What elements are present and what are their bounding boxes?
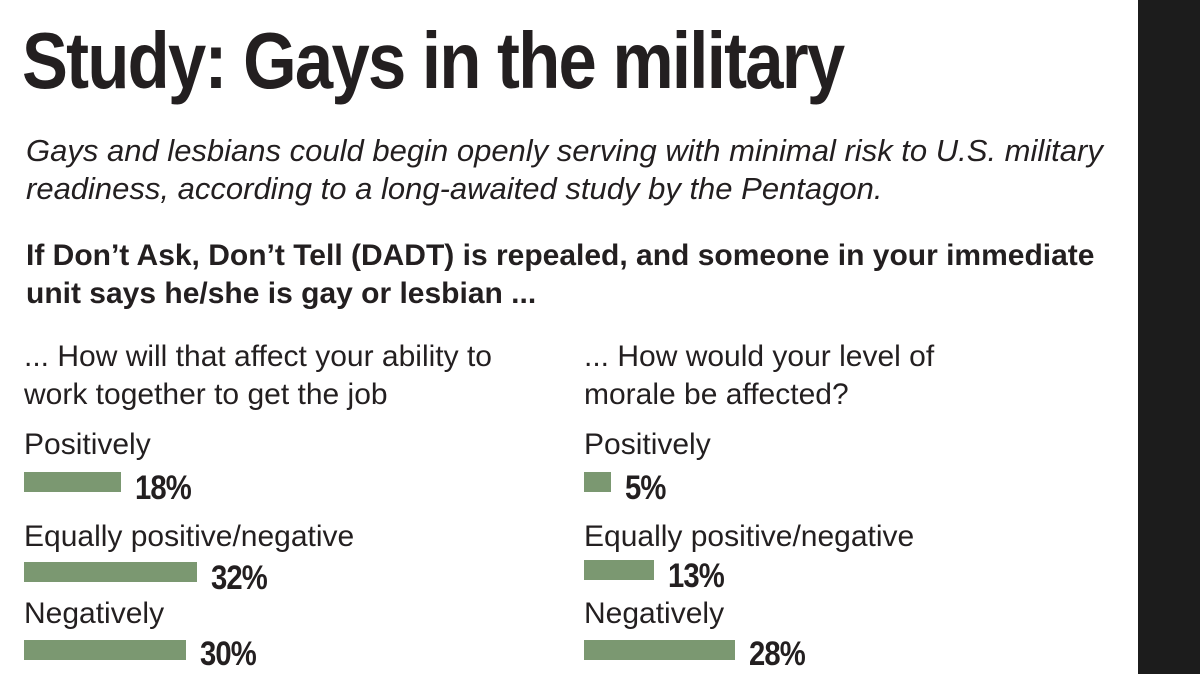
value-label: 32% [210, 559, 268, 597]
bar [24, 640, 186, 660]
chart-panel-work-together: ... How will that affect your ability to… [24, 338, 564, 674]
chart-subtitle: Gays and lesbians could begin openly ser… [26, 133, 1103, 206]
survey-question: If Don’t Ask, Don’t Tell (DADT) is repea… [26, 239, 1095, 310]
bar [584, 560, 655, 580]
chart-title: Study: Gays in the military [22, 16, 845, 105]
value-label: 18% [135, 469, 192, 507]
value-label: 28% [749, 635, 806, 673]
value-label: 30% [200, 635, 257, 673]
bar [584, 640, 736, 660]
right-edge-bar [1138, 0, 1200, 674]
panel-question: ... How would your level of morale be af… [584, 340, 935, 411]
value-label: 5% [625, 469, 666, 507]
category-label: Negatively [584, 597, 725, 630]
category-label: Positively [24, 428, 151, 461]
category-label: Equally positive/negative [24, 520, 355, 553]
panel-question: ... How will that affect your ability to… [24, 340, 492, 411]
bar [24, 472, 122, 492]
bar [24, 562, 197, 582]
category-label: Negatively [24, 597, 165, 630]
category-label: Equally positive/negative [584, 520, 915, 553]
bar [584, 472, 611, 492]
chart-panel-morale: ... How would your level of morale be af… [584, 338, 1124, 674]
value-label: 13% [668, 557, 725, 595]
category-label: Positively [584, 428, 711, 461]
